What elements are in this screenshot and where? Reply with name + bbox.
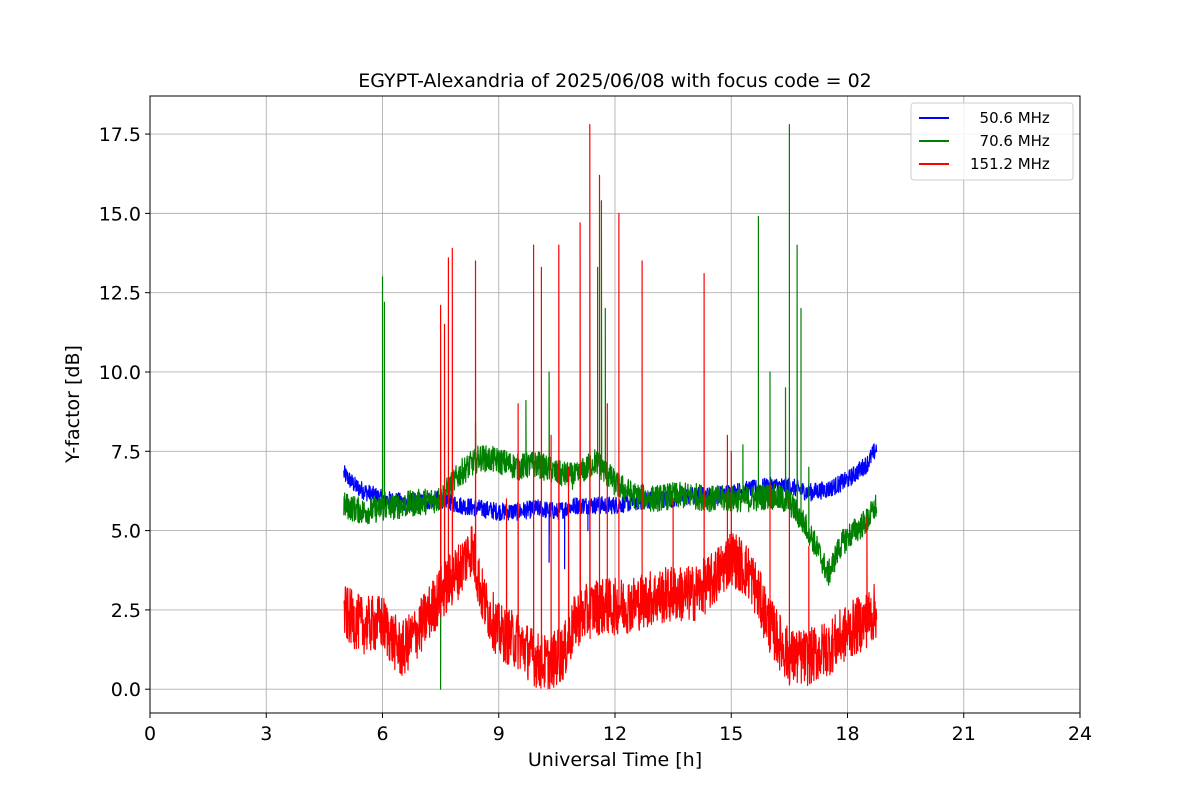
x-tick-label: 9 xyxy=(493,723,505,745)
grid xyxy=(149,96,1081,713)
series-line-0 xyxy=(343,443,878,570)
chart-title: EGYPT-Alexandria of 2025/06/08 with focu… xyxy=(358,70,872,92)
x-tick-label: 21 xyxy=(952,723,976,745)
x-axis-label: Universal Time [h] xyxy=(528,749,702,771)
x-tick-label: 0 xyxy=(144,723,156,745)
y-tick-label: 10.0 xyxy=(99,362,141,384)
y-tick-label: 2.5 xyxy=(111,600,141,622)
series-line-2 xyxy=(343,124,878,690)
legend-label: 151.2 MHz xyxy=(970,155,1050,173)
x-tick-label: 6 xyxy=(376,723,388,745)
x-tick-label: 24 xyxy=(1068,723,1092,745)
y-axis-ticks: 0.0 2.5 5.0 7.5 10.0 12.5 15.0 17.5 xyxy=(99,124,150,701)
series-lines xyxy=(343,124,878,690)
x-axis-ticks: 0 3 6 9 12 15 18 21 24 xyxy=(144,713,1092,745)
series-line-1 xyxy=(343,124,878,690)
x-tick-label: 18 xyxy=(835,723,859,745)
y-tick-label: 17.5 xyxy=(99,124,141,146)
x-tick-label: 3 xyxy=(260,723,272,745)
y-tick-label: 0.0 xyxy=(111,679,141,701)
legend-label: 70.6 MHz xyxy=(970,132,1050,150)
x-tick-label: 12 xyxy=(603,723,627,745)
y-tick-label: 15.0 xyxy=(99,203,141,225)
y-axis-label: Y-factor [dB] xyxy=(62,345,84,464)
y-tick-label: 5.0 xyxy=(111,521,141,543)
y-tick-label: 12.5 xyxy=(99,283,141,305)
y-tick-label: 7.5 xyxy=(111,441,141,463)
x-tick-label: 15 xyxy=(719,723,743,745)
legend-box xyxy=(910,102,1074,181)
legend-label: 50.6 MHz xyxy=(970,109,1050,127)
legend: 50.6 MHz 70.6 MHz 151.2 MHz xyxy=(910,102,1074,181)
